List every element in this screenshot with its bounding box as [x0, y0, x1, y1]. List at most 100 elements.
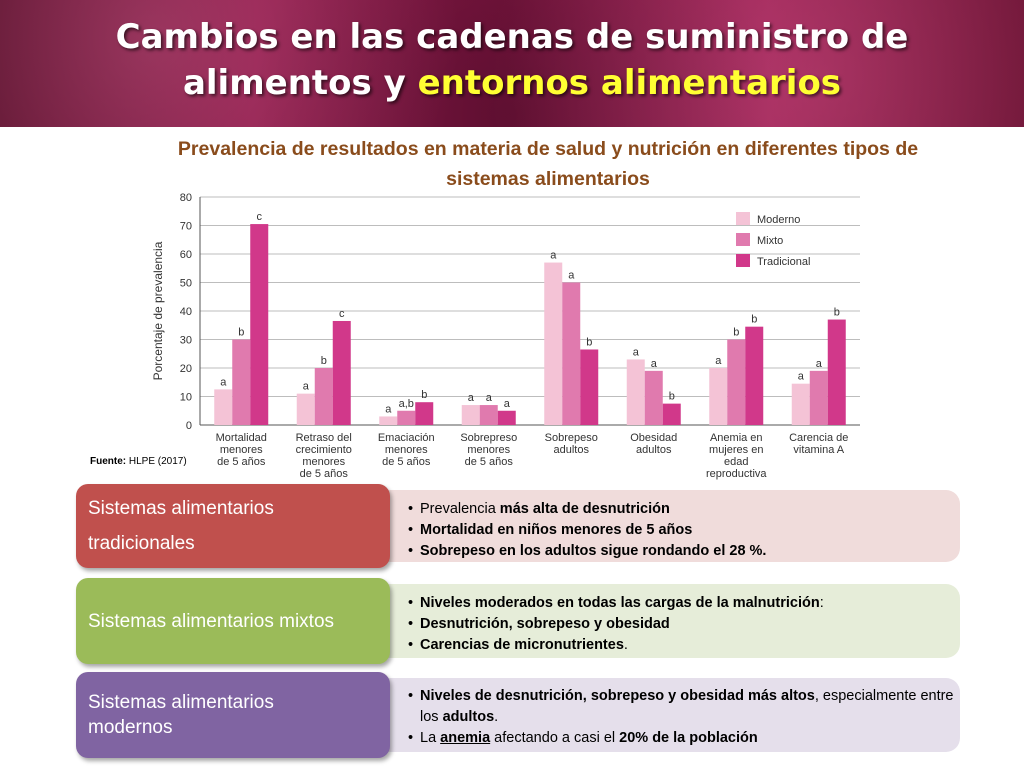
x-category-label: menores	[302, 456, 345, 468]
modern-label-line: Sistemas alimentarios	[88, 692, 274, 713]
traditional-panel: Prevalencia más alta de desnutriciónMort…	[376, 490, 960, 562]
significance-letter: a	[798, 371, 805, 383]
title-highlight: entornos alimentarios	[417, 63, 842, 103]
significance-letter: b	[321, 355, 327, 367]
x-category-label: adultos	[636, 444, 672, 456]
legend-swatch-mixto	[736, 233, 750, 246]
x-category-label: crecimiento	[296, 444, 352, 456]
mixed-panel: Niveles moderados en todas las cargas de…	[376, 584, 960, 658]
bar-moderno	[791, 383, 810, 425]
traditional-label-line: Sistemas alimentarios	[88, 498, 274, 519]
bar-tradicional	[497, 410, 516, 425]
significance-letter: a	[816, 358, 823, 370]
bar-tradicional	[745, 326, 764, 425]
significance-letter: a	[385, 403, 392, 415]
x-category-label: Retraso del	[296, 432, 352, 444]
significance-letter: a	[220, 376, 227, 388]
traditional-bullet: Prevalencia más alta de desnutrición	[408, 499, 960, 520]
significance-letter: a,b	[399, 398, 414, 410]
significance-letter: b	[834, 307, 840, 319]
x-category-label: Mortalidad	[216, 432, 267, 444]
legend-label-mixto: Mixto	[757, 235, 783, 247]
legend-label-tradicional: Tradicional	[757, 256, 810, 268]
significance-letter: a	[486, 392, 493, 404]
modern-bullet: La anemia afectando a casi el 20% de la …	[408, 728, 960, 749]
traditional-label: Sistemas alimentarios tradicionales	[76, 484, 390, 568]
significance-letter: b	[751, 314, 757, 326]
y-tick-label: 20	[180, 363, 192, 375]
y-tick-label: 0	[186, 420, 192, 432]
bar-mixto	[727, 339, 746, 425]
significance-letter: b	[421, 389, 427, 401]
traditional-label-line: tradicionales	[88, 533, 195, 554]
bar-mixto	[562, 282, 581, 425]
mixed-bullet: Carencias de micronutrientes.	[408, 635, 960, 656]
bar-moderno	[214, 389, 233, 425]
x-category-label: Sobrepreso	[460, 432, 517, 444]
significance-letter: b	[733, 327, 739, 339]
traditional-bullet: Mortalidad en niños menores de 5 años	[408, 520, 960, 541]
x-category-label: adultos	[554, 444, 590, 456]
x-category-label: de 5 años	[300, 468, 349, 480]
mixed-bullet: Niveles moderados en todas las cargas de…	[408, 593, 960, 614]
traditional-systems-row: Prevalencia más alta de desnutriciónMort…	[76, 484, 960, 570]
bar-moderno	[626, 359, 645, 425]
x-category-label: mujeres en	[709, 444, 763, 456]
x-category-label: Emaciación	[378, 432, 435, 444]
bar-mixto	[809, 370, 828, 425]
mixed-bullets: Niveles moderados en todas las cargas de…	[376, 584, 960, 656]
significance-letter: a	[504, 398, 511, 410]
x-category-label: edad	[724, 456, 748, 468]
traditional-bullets: Prevalencia más alta de desnutriciónMort…	[376, 490, 960, 562]
bar-moderno	[709, 368, 728, 425]
prevalence-bar-chart: 0 10 20 30 40 50 60 70 80 Porcentaje de prevalenc…	[151, 192, 860, 480]
y-tick-label: 30	[180, 335, 192, 347]
x-category-label: menores	[220, 444, 263, 456]
modern-label-line: modernos	[88, 717, 173, 738]
bar-mixto	[232, 339, 251, 425]
modern-bullets: Niveles de desnutrición, sobrepeso y obe…	[376, 678, 960, 749]
bar-mixto	[479, 405, 498, 425]
significance-letter: b	[669, 391, 675, 403]
x-category-label: menores	[467, 444, 510, 456]
bar-tradicional	[250, 224, 269, 425]
significance-letter: a	[633, 346, 640, 358]
x-category-label: Obesidad	[630, 432, 677, 444]
x-category-label: de 5 años	[217, 456, 266, 468]
y-tick-label: 80	[180, 192, 192, 204]
x-category-label: Sobrepeso	[545, 432, 598, 444]
bar-mixto	[397, 410, 416, 425]
y-tick-label: 60	[180, 249, 192, 261]
chart-title: Prevalencia de resultados en materia de …	[177, 138, 919, 190]
bar-tradicional	[580, 349, 599, 425]
x-category-label: reproductiva	[706, 468, 767, 480]
x-category-label: Anemia en	[710, 432, 763, 444]
legend-label-moderno: Moderno	[757, 214, 800, 226]
significance-letter: a	[468, 392, 475, 404]
header-banner: Cambios en las cadenas de suministro de …	[0, 0, 1024, 127]
legend-swatch-tradicional	[736, 254, 750, 267]
modern-bullet: Niveles de desnutrición, sobrepeso y obe…	[408, 686, 960, 728]
y-tick-label: 70	[180, 221, 192, 233]
significance-letter: a	[303, 381, 310, 393]
x-category-label: de 5 años	[382, 456, 431, 468]
modern-label: Sistemas alimentarios modernos	[76, 672, 390, 758]
x-category-label: menores	[385, 444, 428, 456]
significance-letter: c	[257, 211, 263, 223]
y-tick-label: 40	[180, 306, 192, 318]
source-note: Fuente: HLPE (2017)	[90, 456, 187, 467]
significance-letter: a	[715, 355, 722, 367]
modern-systems-row: Niveles de desnutrición, sobrepeso y obe…	[76, 672, 960, 758]
y-axis-label: Porcentaje de prevalencia	[151, 241, 165, 380]
mixed-systems-row: Niveles moderados en todas las cargas de…	[76, 578, 960, 664]
traditional-bullet: Sobrepeso en los adultos sigue rondando …	[408, 541, 960, 562]
bar-tradicional	[827, 319, 846, 425]
significance-letter: b	[586, 336, 592, 348]
slide-title: Cambios en las cadenas de suministro de …	[115, 17, 909, 103]
x-category-label: Carencia de	[789, 432, 848, 444]
bar-tradicional	[662, 403, 681, 425]
y-tick-label: 50	[180, 278, 192, 290]
y-tick-label: 10	[180, 392, 192, 404]
mixed-label: Sistemas alimentarios mixtos	[76, 578, 390, 664]
significance-letter: c	[339, 308, 345, 320]
